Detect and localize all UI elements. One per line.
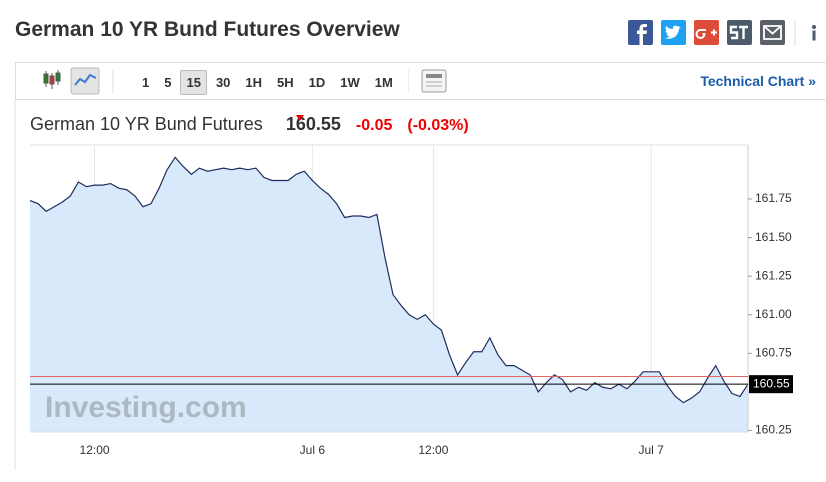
y-tick-label: 161.50 [755, 230, 792, 244]
y-tick-label: 160.25 [755, 423, 792, 437]
calendar-area [408, 69, 447, 93]
x-tick-label: 12:00 [80, 443, 110, 457]
x-tick-label: Jul 6 [300, 443, 326, 457]
price-change-percent: (-0.03%) [407, 117, 469, 134]
x-tick-label: Jul 7 [639, 443, 665, 457]
down-arrow [296, 115, 304, 121]
settings-icon[interactable] [421, 69, 447, 93]
share-icons [628, 20, 826, 46]
y-tick-label: 161.75 [755, 191, 792, 205]
info-stem [812, 30, 816, 41]
interval-button[interactable]: 15 [180, 70, 207, 95]
page-title: German 10 YR Bund Futures Overview [15, 18, 400, 41]
info-dot [812, 25, 816, 29]
last-price-tag [749, 375, 793, 394]
settings-glyph [426, 74, 442, 78]
x-tick-label: 12:00 [418, 443, 448, 457]
interval-button[interactable]: 5H [277, 75, 294, 90]
plot-background [30, 145, 748, 432]
interval-button[interactable]: 30 [215, 75, 231, 90]
y-tick-label: 161.25 [755, 268, 792, 282]
area-fill [30, 157, 748, 432]
plus-glyph [711, 29, 717, 36]
last-price-label: 160.55 [753, 376, 790, 390]
watermark: Investing.com [45, 391, 247, 424]
line-glyph [74, 73, 97, 86]
y-tick-label: 161.00 [755, 307, 792, 321]
stocktwits-glyph [729, 25, 748, 40]
interval-button[interactable]: 1D [308, 75, 326, 90]
email-glyph [763, 25, 782, 40]
candlestick-icon[interactable] [43, 70, 61, 89]
google-glyph [695, 29, 706, 39]
y-tick-label: 160.75 [755, 345, 792, 359]
chart-toolbar: 1 5 15 30 1H 5H 1D 1W 1M Technical Chart » [15, 62, 826, 100]
twitter-glyph [665, 25, 681, 39]
interval-button[interactable]: 1W [340, 75, 360, 90]
price-change: -0.05 [355, 117, 393, 134]
quote-line: German 10 YR Bund Futures 160.55 -0.05 (… [30, 114, 469, 135]
instrument-name: German 10 YR Bund Futures [30, 114, 263, 134]
interval-button[interactable]: 1 [142, 75, 150, 90]
chart-type-icons [43, 67, 114, 95]
interval-buttons: 1 5 15 30 1H 5H 1D 1W 1M [136, 70, 402, 95]
interval-button[interactable]: 5 [164, 75, 172, 90]
facebook-glyph [637, 24, 647, 45]
interval-button[interactable]: 1M [374, 75, 393, 90]
interval-button[interactable]: 1H [245, 75, 263, 90]
price-line [29, 156, 749, 404]
technical-chart-link[interactable]: Technical Chart » [700, 73, 816, 89]
